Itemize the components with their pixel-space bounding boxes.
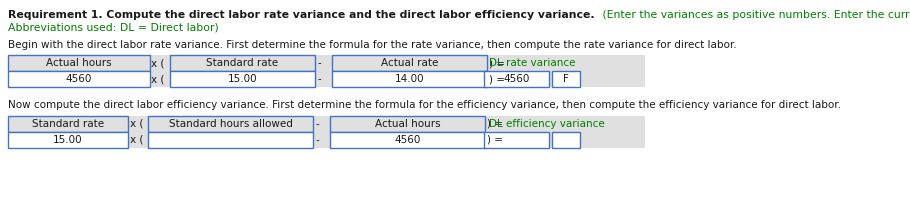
Text: ) =: ) = — [487, 135, 503, 145]
Text: Now compute the direct labor efficiency variance. First determine the formula fo: Now compute the direct labor efficiency … — [8, 100, 841, 110]
Text: 15.00: 15.00 — [53, 135, 83, 145]
FancyBboxPatch shape — [332, 55, 487, 71]
Text: -: - — [315, 119, 318, 129]
Text: (Enter the variances as positive numbers. Enter the currency: (Enter the variances as positive numbers… — [599, 10, 910, 20]
FancyBboxPatch shape — [552, 71, 580, 87]
Text: DL efficiency variance: DL efficiency variance — [489, 119, 605, 129]
Text: 4560: 4560 — [394, 135, 420, 145]
FancyBboxPatch shape — [8, 132, 128, 148]
FancyBboxPatch shape — [170, 55, 315, 71]
FancyBboxPatch shape — [332, 71, 487, 87]
Text: 14.00: 14.00 — [395, 74, 424, 84]
FancyBboxPatch shape — [8, 116, 128, 132]
Text: Abbreviations used: DL = Direct labor): Abbreviations used: DL = Direct labor) — [8, 22, 218, 32]
Text: Requirement 1. Compute the direct labor rate variance and the direct labor effic: Requirement 1. Compute the direct labor … — [8, 10, 594, 20]
FancyBboxPatch shape — [8, 55, 645, 87]
Text: ) =: ) = — [487, 119, 503, 129]
FancyBboxPatch shape — [330, 116, 485, 132]
FancyBboxPatch shape — [330, 132, 485, 148]
Text: -: - — [317, 74, 320, 84]
Text: DL rate variance: DL rate variance — [489, 58, 575, 68]
Text: Standard rate: Standard rate — [32, 119, 104, 129]
FancyBboxPatch shape — [8, 116, 645, 148]
Text: x (: x ( — [151, 58, 165, 68]
FancyBboxPatch shape — [484, 132, 549, 148]
Text: ) =: ) = — [489, 74, 505, 84]
Text: 4560: 4560 — [503, 74, 530, 84]
Text: -: - — [317, 58, 320, 68]
FancyBboxPatch shape — [8, 55, 150, 71]
Text: Actual hours: Actual hours — [46, 58, 112, 68]
FancyBboxPatch shape — [552, 132, 580, 148]
Text: x (: x ( — [130, 135, 144, 145]
Text: Standard hours allowed: Standard hours allowed — [168, 119, 292, 129]
Text: ) =: ) = — [489, 58, 505, 68]
Text: x (: x ( — [130, 119, 144, 129]
FancyBboxPatch shape — [148, 116, 313, 132]
Text: 15.00: 15.00 — [228, 74, 258, 84]
Text: x (: x ( — [151, 74, 165, 84]
FancyBboxPatch shape — [148, 132, 313, 148]
Text: F: F — [563, 74, 569, 84]
FancyBboxPatch shape — [484, 71, 549, 87]
Text: Begin with the direct labor rate variance. First determine the formula for the r: Begin with the direct labor rate varianc… — [8, 40, 736, 50]
Text: Standard rate: Standard rate — [207, 58, 278, 68]
FancyBboxPatch shape — [8, 71, 150, 87]
FancyBboxPatch shape — [170, 71, 315, 87]
Text: Actual hours: Actual hours — [375, 119, 440, 129]
Text: -: - — [315, 135, 318, 145]
Text: 4560: 4560 — [66, 74, 92, 84]
Text: Actual rate: Actual rate — [380, 58, 439, 68]
